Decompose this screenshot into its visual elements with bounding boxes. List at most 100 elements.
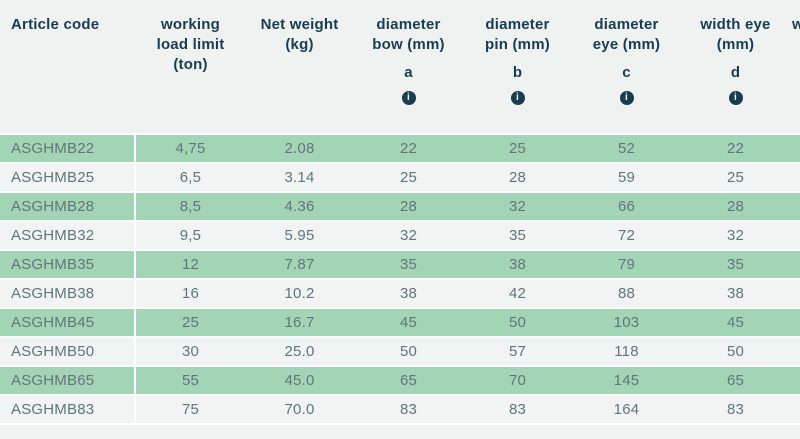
cell-width_eye: 50 — [726, 343, 745, 360]
table-row: ASGHMB35 12 7.87 35 38 79 35 — [0, 251, 800, 280]
cell-diameter_bow: 45 — [399, 314, 418, 331]
info-icon[interactable]: i — [401, 91, 416, 105]
column-title-line: (ton) — [173, 56, 208, 73]
cell-net_weight: 7.87 — [284, 256, 315, 273]
cell-diameter_pin: 32 — [508, 198, 527, 215]
cell-width_eye: 38 — [726, 285, 745, 302]
cell-diameter_pin: 28 — [508, 169, 527, 186]
column-title-line: w — [792, 16, 800, 33]
cell-cutoff-column — [790, 396, 800, 423]
cell-article-code: ASGHMB45 — [0, 309, 136, 336]
column-title-line: bow (mm) — [372, 36, 445, 53]
cell-diameter_pin: 25 — [508, 140, 527, 157]
cell-cutoff-column — [790, 193, 800, 220]
cell-width_eye: 28 — [726, 198, 745, 215]
cell-cutoff-column — [790, 367, 800, 394]
cell-working_load_limit: 4,75 — [175, 140, 206, 157]
cell-width_eye: 45 — [726, 314, 745, 331]
column-letter: d — [730, 64, 741, 81]
cell-net_weight: 25.0 — [284, 343, 315, 360]
table-header: Article code working load limit (ton) Net we… — [0, 0, 800, 133]
cell-working_load_limit: 8,5 — [179, 198, 202, 215]
cell-working_load_limit: 9,5 — [179, 227, 202, 244]
cell-article-code: ASGHMB83 — [0, 396, 136, 423]
column-title-line: Net weight — [260, 16, 339, 33]
cell-article-code: ASGHMB32 — [0, 222, 136, 249]
table-body: ASGHMB22 4,75 2.08 22 25 52 22 ASGHMB25 6,5 3.14 2… — [0, 133, 800, 425]
cell-width_eye: 35 — [726, 256, 745, 273]
cell-cutoff-column — [790, 251, 800, 278]
column-header-diameter_eye: diameter eye (mm) c i — [572, 15, 681, 133]
cell-diameter_bow: 32 — [399, 227, 418, 244]
cell-width_eye: 83 — [726, 401, 745, 418]
column-title-line: pin (mm) — [485, 36, 550, 53]
cell-diameter_bow: 28 — [399, 198, 418, 215]
cell-diameter_pin: 70 — [508, 372, 527, 389]
column-title-line: width eye — [700, 16, 771, 33]
cell-diameter_eye: 145 — [613, 372, 640, 389]
column-title-line: (kg) — [285, 36, 314, 53]
table-row: ASGHMB38 16 10.2 38 42 88 38 — [0, 280, 800, 309]
table-row: ASGHMB50 30 25.0 50 57 118 50 — [0, 338, 800, 367]
cell-article-code: ASGHMB35 — [0, 251, 136, 278]
cell-net_weight: 3.14 — [284, 169, 315, 186]
cell-diameter_eye: 72 — [617, 227, 636, 244]
table-row: ASGHMB65 55 45.0 65 70 145 65 — [0, 367, 800, 396]
column-letter: b — [512, 64, 523, 81]
cell-width_eye: 65 — [726, 372, 745, 389]
column-header-net_weight: Net weight (kg) — [245, 15, 354, 133]
column-title-line: working — [161, 16, 220, 33]
cell-working_load_limit: 25 — [181, 314, 200, 331]
info-icon[interactable]: i — [510, 91, 525, 105]
cell-diameter_eye: 66 — [617, 198, 636, 215]
column-header-diameter_bow: diameter bow (mm) a i — [354, 15, 463, 133]
table-row: ASGHMB45 25 16.7 45 50 103 45 — [0, 309, 800, 338]
table-row: ASGHMB83 75 70.0 83 83 164 83 — [0, 396, 800, 425]
cell-article-code: ASGHMB28 — [0, 193, 136, 220]
table-row: ASGHMB22 4,75 2.08 22 25 52 22 — [0, 135, 800, 164]
info-icon[interactable]: i — [619, 91, 634, 105]
cell-diameter_eye: 59 — [617, 169, 636, 186]
cell-article-code: ASGHMB65 — [0, 367, 136, 394]
cell-diameter_bow: 65 — [399, 372, 418, 389]
cell-diameter_eye: 52 — [617, 140, 636, 157]
cell-width_eye: 22 — [726, 140, 745, 157]
column-letter: c — [622, 64, 631, 81]
cell-diameter_bow: 25 — [399, 169, 418, 186]
cell-width_eye: 32 — [726, 227, 745, 244]
cell-diameter_pin: 50 — [508, 314, 527, 331]
cell-net_weight: 16.7 — [284, 314, 315, 331]
cell-net_weight: 45.0 — [284, 372, 315, 389]
cell-cutoff-column — [790, 164, 800, 191]
cell-working_load_limit: 30 — [181, 343, 200, 360]
cell-net_weight: 2.08 — [284, 140, 315, 157]
cell-cutoff-column — [790, 338, 800, 365]
column-title-line: Article code — [11, 16, 100, 33]
cell-diameter_eye: 79 — [617, 256, 636, 273]
cell-cutoff-column — [790, 309, 800, 336]
cell-working_load_limit: 12 — [181, 256, 200, 273]
cell-diameter_pin: 35 — [508, 227, 527, 244]
cell-working_load_limit: 75 — [181, 401, 200, 418]
cell-diameter_eye: 103 — [613, 314, 640, 331]
cell-diameter_pin: 57 — [508, 343, 527, 360]
column-header-width_eye: width eye (mm) d i — [681, 15, 790, 133]
cell-diameter_pin: 83 — [508, 401, 527, 418]
column-header-diameter_pin: diameter pin (mm) b i — [463, 15, 572, 133]
info-icon-wrapper: i — [681, 91, 790, 105]
info-icon-wrapper: i — [572, 91, 681, 105]
table-row: ASGHMB32 9,5 5.95 32 35 72 32 — [0, 222, 800, 251]
cell-net_weight: 5.95 — [284, 227, 315, 244]
column-title-line: diameter — [376, 16, 441, 33]
column-header-working_load_limit: working load limit (ton) — [136, 15, 245, 133]
info-icon[interactable]: i — [728, 91, 743, 105]
column-title-line: load limit — [156, 36, 225, 53]
cell-diameter_eye: 118 — [614, 343, 639, 360]
cell-diameter_bow: 35 — [399, 256, 418, 273]
cell-cutoff-column — [790, 222, 800, 249]
cell-net_weight: 70.0 — [284, 401, 315, 418]
cell-diameter_bow: 83 — [399, 401, 418, 418]
cell-article-code: ASGHMB50 — [0, 338, 136, 365]
column-header-next_column_cutoff: w — [790, 15, 800, 133]
